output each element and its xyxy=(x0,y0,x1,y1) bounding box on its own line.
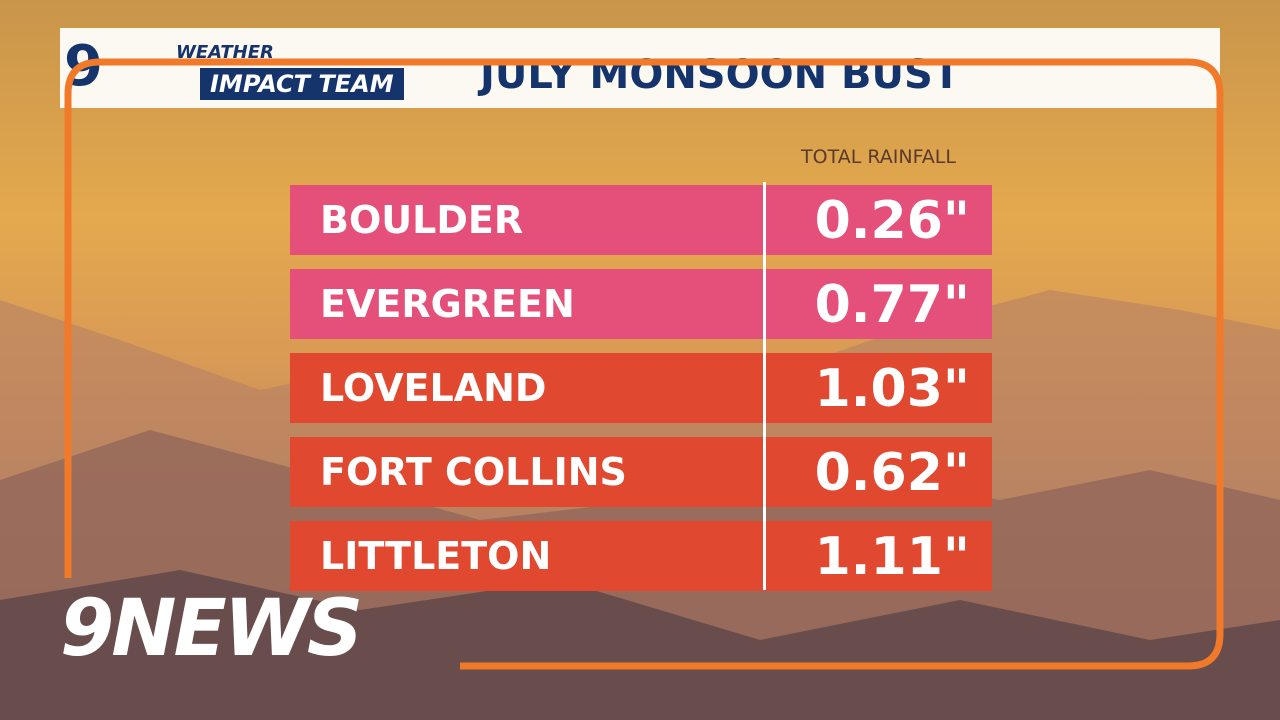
rainfall-value: 0.77" xyxy=(814,275,970,335)
city-name: LOVELAND xyxy=(320,366,547,410)
rainfall-value: 0.26" xyxy=(814,191,970,251)
table-row: BOULDER 0.26" xyxy=(290,185,992,255)
city-name: LITTLETON xyxy=(320,534,552,578)
city-name: BOULDER xyxy=(320,198,524,242)
logo-text: WEATHER xyxy=(176,42,274,63)
brand-logo: 9NEWS xyxy=(60,584,363,674)
rainfall-value: 1.11" xyxy=(814,527,970,587)
header-banner: 9 WEATHER IMPACT TEAM JULY MONSOON BUST xyxy=(60,28,1220,108)
table-row: EVERGREEN 0.77" xyxy=(290,269,992,339)
logo-text: IMPACT TEAM xyxy=(200,68,404,100)
divider xyxy=(763,182,766,590)
rainfall-value: 0.62" xyxy=(814,443,970,503)
rainfall-value: 1.03" xyxy=(814,359,970,419)
table-row: LITTLETON 1.11" xyxy=(290,521,992,591)
table-row: FORT COLLINS 0.62" xyxy=(290,437,992,507)
table: BOULDER 0.26" EVERGREEN 0.77" LOVELAND 1.03" F… xyxy=(290,185,992,605)
city-name: FORT COLLINS xyxy=(320,450,627,494)
column-header: TOTAL RAINFALL xyxy=(801,146,956,168)
table-row: LOVELAND 1.03" xyxy=(290,353,992,423)
city-name: EVERGREEN xyxy=(320,282,575,326)
